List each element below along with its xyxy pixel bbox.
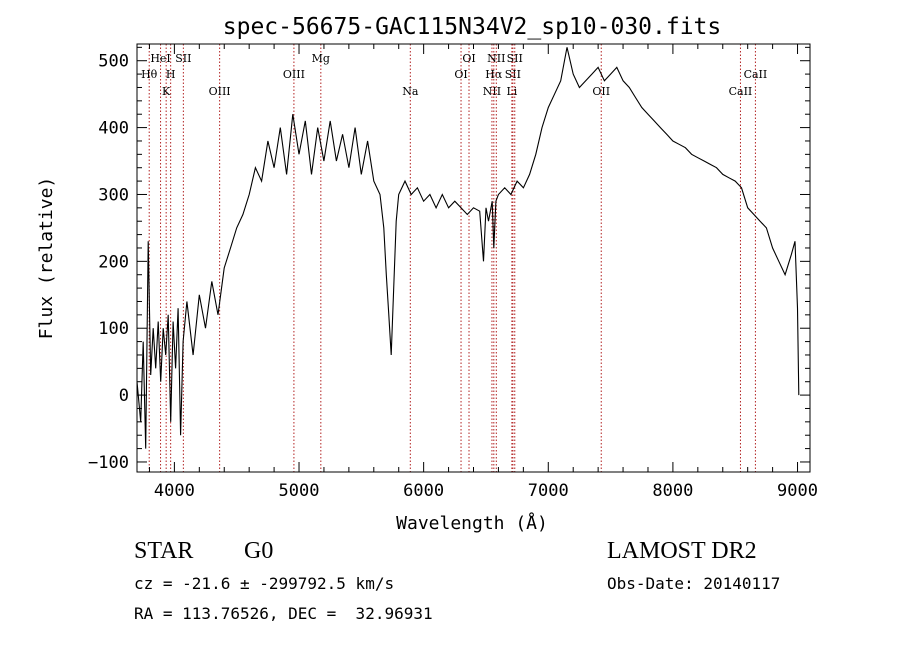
line-label-2: K [162, 85, 171, 98]
object-class: STAR [134, 538, 194, 564]
line-label-5: OIII [209, 85, 231, 98]
line-label-19: CaII [744, 68, 768, 81]
x-tick-label-0: 4000 [154, 481, 195, 501]
line-label-7: Mg [312, 52, 330, 65]
line-label-18: CaII [729, 85, 753, 98]
y-tick-label-2: 100 [98, 319, 129, 339]
y-tick-label-5: 400 [98, 119, 129, 139]
redshift-cz: cz = -21.6 ± -299792.5 km/s [134, 574, 395, 593]
line-label-3: H [166, 68, 176, 81]
y-tick-label-6: 500 [98, 52, 129, 72]
y-tick-label-0: −100 [88, 453, 129, 473]
x-axis-label: Wavelength (Å) [396, 512, 548, 534]
line-label-12: Hα [485, 68, 503, 81]
line-label-15: SII [505, 68, 521, 81]
line-label-8: Na [402, 85, 419, 98]
spectral-line-markers: Hθ HeI KH SII OIII OIII Mg Na OI OI NII Hα NII Li SII S… [141, 44, 767, 472]
line-label-6: OIII [283, 68, 305, 81]
y-tick-label-1: 0 [119, 386, 129, 406]
chart-title: spec-56675-GAC115N34V2_sp10-030.fits [223, 14, 722, 40]
y-tick-label-4: 300 [98, 185, 129, 205]
x-tick-label-3: 7000 [528, 481, 569, 501]
object-subclass: G0 [244, 538, 274, 564]
x-tick-label-4: 8000 [652, 481, 693, 501]
x-tick-label-2: 6000 [403, 481, 444, 501]
spectrum-line-0 [137, 47, 800, 449]
x-tick-label-1: 5000 [279, 481, 320, 501]
line-label-13: NII [487, 52, 505, 65]
line-label-4: SII [175, 52, 191, 65]
x-tick-label-5: 9000 [777, 481, 818, 501]
coordinates: RA = 113.76526, DEC = 32.96931 [134, 604, 433, 623]
line-label-14: Li [506, 85, 517, 98]
line-label-0: Hθ [141, 68, 158, 81]
spectrum-series [137, 47, 800, 449]
line-label-10: OI [462, 52, 475, 65]
line-label-17: OII [592, 85, 610, 98]
line-label-16: SII [507, 52, 523, 65]
axis-ticks: 4000 5000 6000 7000 8000 9000 −100 0 100 200 300 40… [88, 44, 818, 501]
survey-name: LAMOST DR2 [607, 538, 757, 564]
line-label-9: OI [454, 68, 467, 81]
y-tick-label-3: 200 [98, 252, 129, 272]
observation-date: Obs-Date: 20140117 [607, 574, 781, 593]
plot-frame [136, 43, 811, 473]
spectrum-chart: spec-56675-GAC115N34V2_sp10-030.fits HθH… [36, 14, 818, 534]
y-axis-label: Flux (relative) [36, 177, 57, 340]
line-label-11: NII [483, 85, 501, 98]
line-label-1: HeI [150, 52, 170, 65]
